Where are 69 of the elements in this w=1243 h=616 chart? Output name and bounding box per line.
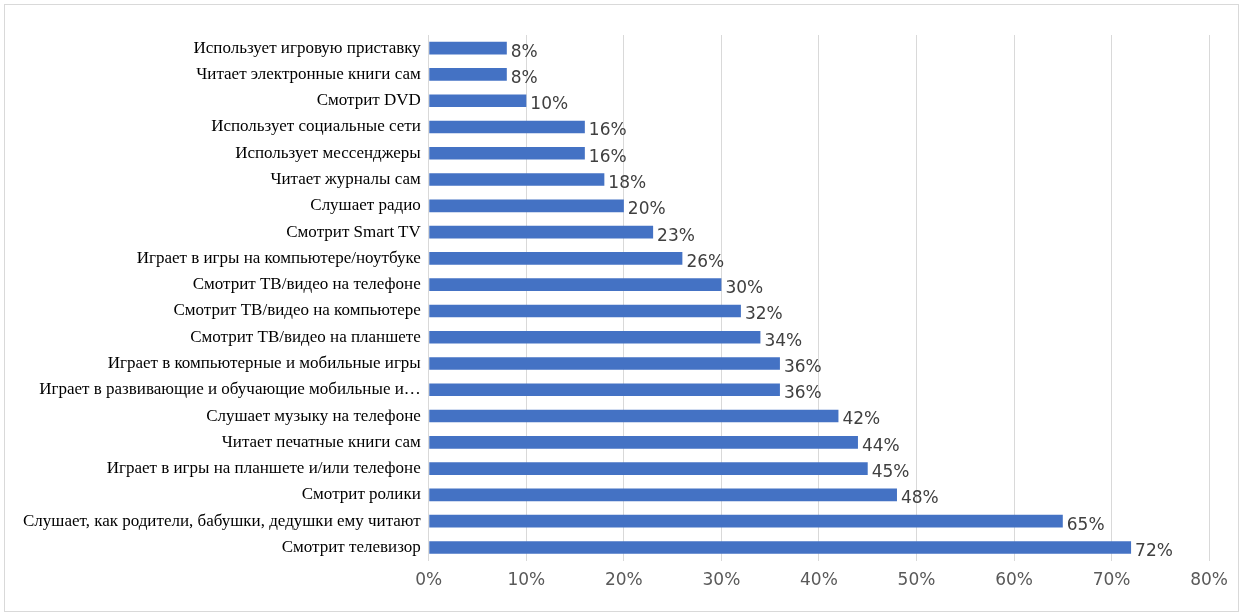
bar — [429, 409, 839, 423]
data-label: 44% — [861, 434, 900, 455]
bar — [429, 330, 761, 344]
y-tick-label: Читает электронные книги сам — [196, 63, 421, 83]
x-tick-label: 60% — [995, 569, 1033, 590]
bar — [429, 278, 722, 291]
x-tick-label: 0% — [415, 569, 443, 590]
bar — [429, 41, 507, 55]
bar — [429, 304, 741, 318]
y-tick-label: Играет в компьютерные и мобильные игры — [107, 352, 422, 372]
bar — [429, 94, 527, 108]
data-label: 36% — [783, 355, 822, 376]
bar — [429, 173, 605, 186]
data-label: 26% — [686, 250, 725, 271]
x-tick-label: 40% — [800, 569, 838, 590]
y-tick-label: Слушает, как родители, бабушки, дедушки ему читают — [22, 510, 422, 530]
data-label: 65% — [1066, 513, 1105, 534]
data-label: 8% — [510, 66, 538, 87]
y-tick-label: Играет в игры на планшете и/или телефоне — [106, 458, 421, 478]
y-tick-label: Смотрит ТВ/видео на планшете — [190, 326, 421, 346]
data-label: 23% — [657, 224, 695, 245]
data-label: 20% — [627, 198, 666, 219]
data-label: 48% — [900, 487, 939, 508]
bar — [429, 541, 1132, 554]
x-tick-label: 50% — [897, 569, 936, 590]
data-label: 45% — [871, 461, 910, 482]
bar — [429, 199, 624, 213]
data-label: 16% — [588, 119, 627, 140]
bar — [429, 252, 683, 265]
bar — [429, 514, 1063, 528]
data-label: 36% — [783, 382, 822, 403]
bar — [429, 120, 585, 134]
bar — [429, 383, 780, 397]
y-tick-label: Слушает радио — [310, 195, 421, 215]
data-label: 16% — [588, 145, 627, 166]
y-tick-label: Смотрит телевизор — [281, 536, 421, 556]
x-tick-label: 20% — [604, 569, 643, 590]
y-tick-label: Использует социальные сети — [211, 116, 421, 136]
y-tick-label: Читает печатные книги сам — [221, 431, 421, 451]
x-tick-label: 30% — [702, 569, 741, 590]
y-tick-label: Читает журналы сам — [270, 169, 422, 189]
x-tick-label: 70% — [1092, 569, 1131, 590]
data-label: 10% — [530, 93, 569, 114]
bar — [429, 225, 654, 239]
y-tick-label: Смотрит ролики — [301, 484, 421, 504]
data-label: 8% — [510, 40, 538, 61]
y-tick-label: Играет в развивающие и обучающие мобильные и… — [39, 379, 421, 399]
bar — [429, 146, 585, 160]
data-label: 30% — [725, 277, 764, 298]
y-tick-label: Смотрит ТВ/видео на компьютере — [173, 300, 421, 320]
data-label: 32% — [744, 303, 783, 324]
y-tick-label: Смотрит Smart TV — [286, 221, 422, 241]
y-tick-label: Использует мессенджеры — [235, 142, 422, 162]
bar — [429, 488, 897, 502]
data-label: 34% — [764, 329, 803, 350]
y-tick-label: Слушает музыку на телефоне — [206, 405, 421, 425]
data-label: 18% — [608, 171, 647, 192]
y-tick-label: Использует игровую приставку — [193, 37, 422, 57]
y-tick-label: Смотрит ТВ/видео на телефоне — [192, 274, 421, 294]
y-tick-label: Смотрит DVD — [316, 90, 421, 110]
bar — [429, 436, 858, 449]
data-label: 72% — [1135, 539, 1173, 560]
y-tick-label: Играет в игры на компьютере/ноутбуке — [136, 247, 421, 267]
bar — [429, 357, 780, 370]
data-label: 42% — [842, 408, 881, 429]
bar — [429, 68, 507, 81]
x-tick-label: 80% — [1190, 569, 1229, 590]
bar — [429, 462, 868, 475]
x-tick-label: 10% — [507, 569, 546, 590]
